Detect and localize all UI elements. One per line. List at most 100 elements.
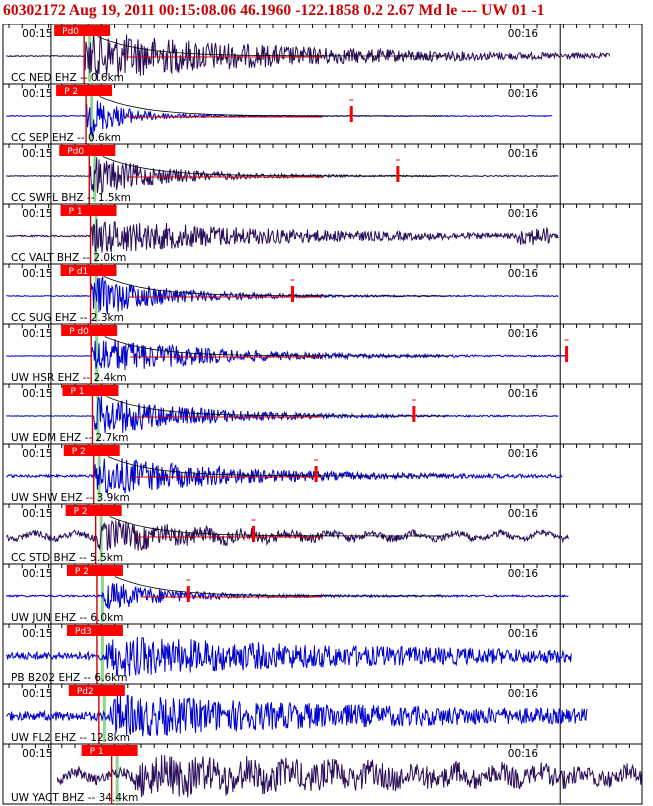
p-pick-box[interactable] [56, 85, 113, 96]
predicted-arrival-band [96, 386, 100, 442]
p-pick-label: P 1 [70, 387, 84, 397]
station-label: UW HSR EHZ -- 2.4km [11, 372, 127, 384]
time-label-right: 00:16 [508, 748, 539, 760]
station-label: CC NED EHZ -- 0.6km [11, 72, 124, 84]
coda-decay-curve [103, 276, 449, 297]
p-pick-box[interactable] [59, 145, 116, 156]
waveform [6, 694, 588, 737]
time-label-left: 00:15 [22, 628, 52, 640]
coda-end-marker[interactable] [186, 586, 190, 602]
station-label: PB B202 EHZ -- 6.6km [11, 672, 127, 684]
station-label: UW EDM EHZ -- 2.7km [11, 432, 129, 444]
p-pick-label: P 2 [72, 447, 86, 457]
coda-decay-curve [114, 576, 448, 597]
coda-decay-curve [102, 156, 448, 177]
time-label-right: 00:16 [508, 268, 539, 280]
station-label: UW JUN EHZ -- 6.0km [11, 612, 123, 624]
p-pick-box[interactable] [66, 565, 123, 576]
waveform [5, 636, 572, 677]
p-pick-box[interactable] [68, 685, 125, 696]
coda-end-marker[interactable] [565, 346, 569, 362]
p-pick-box[interactable] [81, 745, 138, 756]
p-pick-label: Pd0 [67, 147, 84, 157]
coda-decay-curve [99, 96, 445, 117]
p-pick-label: P 2 [75, 567, 89, 577]
waveform [6, 275, 559, 315]
coda-end-marker[interactable] [349, 106, 353, 122]
p-pick-box[interactable] [62, 385, 119, 396]
p-pick-label: P d1 [69, 267, 89, 277]
time-label-right: 00:16 [508, 328, 539, 340]
coda-end-marker[interactable] [396, 166, 400, 182]
p-pick-box[interactable] [66, 625, 123, 636]
seismogram-panel[interactable]: 00:15 00:16 Pd0 CC NED EHZ -- 0.6km 00:15 00:… [0, 24, 653, 806]
coda-decay-curve [106, 396, 446, 417]
station-label: CC SUG EHZ -- 2.3km [11, 312, 124, 324]
coda-end-marker[interactable] [251, 526, 255, 542]
station-label: UW FL2 EHZ -- 12.8km [11, 732, 130, 744]
p-pick-label: P 2 [64, 87, 78, 97]
time-label-right: 00:16 [508, 148, 539, 160]
time-label-right: 00:16 [508, 88, 539, 100]
time-label-left: 00:15 [22, 148, 52, 160]
predicted-arrival-band [95, 326, 99, 382]
time-label-right: 00:16 [508, 628, 539, 640]
time-label-right: 00:16 [508, 448, 539, 460]
time-label-left: 00:15 [22, 448, 52, 460]
p-pick-box[interactable] [60, 205, 117, 216]
predicted-arrival-band [115, 746, 119, 802]
waveform [6, 219, 559, 253]
time-label-left: 00:15 [22, 208, 52, 220]
coda-decay-curve [97, 36, 449, 57]
time-label-left: 00:15 [22, 508, 52, 520]
event-summary-text: 60302172 Aug 19, 2011 00:15:08.06 46.196… [3, 2, 545, 19]
waveform [6, 100, 553, 137]
p-pick-box[interactable] [65, 505, 122, 516]
time-label-right: 00:16 [508, 508, 539, 520]
time-label-right: 00:16 [508, 688, 539, 700]
time-label-left: 00:15 [22, 568, 52, 580]
p-pick-label: P 1 [69, 207, 83, 217]
time-label-left: 00:15 [22, 28, 52, 40]
p-pick-label: Pd3 [75, 627, 92, 637]
time-label-left: 00:15 [22, 328, 52, 340]
time-label-right: 00:16 [508, 388, 539, 400]
station-label: CC VALT BHZ -- 2.0km [11, 252, 126, 264]
waveform [5, 458, 563, 494]
p-pick-box[interactable] [60, 265, 117, 276]
p-pick-label: P 1 [90, 747, 104, 757]
waveform [56, 754, 643, 798]
coda-end-marker[interactable] [290, 286, 294, 302]
p-pick-label: Pd2 [77, 687, 94, 697]
p-pick-box[interactable] [61, 325, 118, 336]
predicted-arrival-band [90, 86, 94, 142]
coda-decay-curve [104, 336, 450, 357]
station-label: UW SHW EHZ -- 3.9km [11, 492, 130, 504]
coda-end-marker[interactable] [412, 406, 416, 422]
p-pick-box[interactable] [54, 25, 111, 36]
station-label: UW YACT BHZ -- 34.4km [11, 792, 138, 804]
station-label: CC SEP EHZ -- 0.6km [11, 132, 121, 144]
coda-decay-curve [109, 516, 449, 537]
coda-decay-curve [107, 456, 447, 477]
p-pick-box[interactable] [63, 445, 120, 456]
waveform [5, 30, 611, 81]
time-label-left: 00:15 [22, 388, 52, 400]
coda-end-marker[interactable] [314, 466, 318, 482]
time-label-right: 00:16 [508, 208, 539, 220]
event-header: 60302172 Aug 19, 2011 00:15:08.06 46.196… [0, 0, 653, 24]
time-label-right: 00:16 [508, 568, 539, 580]
p-pick-label: P d0 [69, 327, 89, 337]
seismogram-svg[interactable]: 00:15 00:16 Pd0 CC NED EHZ -- 0.6km 00:15 00:… [0, 24, 653, 806]
p-pick-label: P 2 [74, 507, 88, 517]
waveform [5, 583, 569, 610]
time-label-left: 00:15 [22, 88, 52, 100]
predicted-arrival-band [100, 626, 104, 682]
waveform [5, 519, 569, 551]
time-label-left: 00:15 [22, 688, 52, 700]
station-label: CC SWFL BHZ -- 1.5km [11, 192, 131, 204]
station-label: CC STD BHZ -- 5.5km [11, 552, 123, 564]
time-label-left: 00:15 [22, 268, 52, 280]
waveform [6, 395, 559, 434]
waveform [6, 339, 569, 371]
